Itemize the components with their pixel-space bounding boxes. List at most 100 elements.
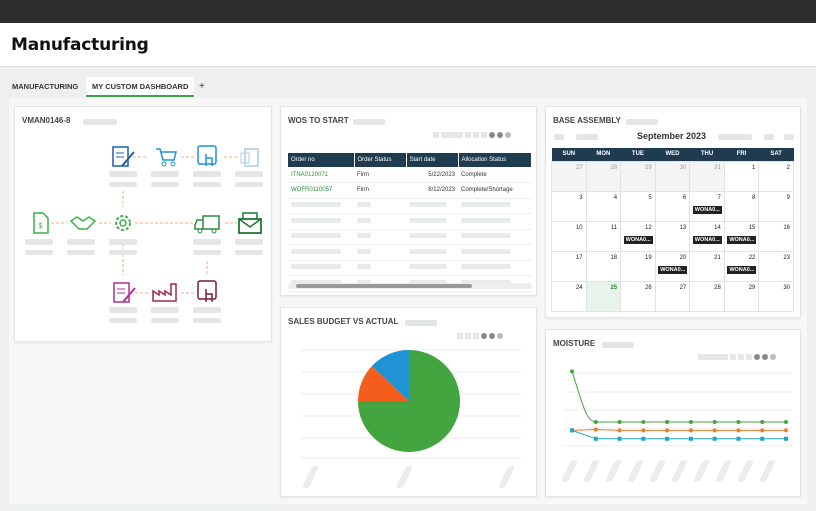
- order-link[interactable]: ITNA0120071: [288, 167, 354, 183]
- calendar-day[interactable]: 10: [551, 220, 587, 252]
- calendar-day[interactable]: 21: [689, 250, 725, 282]
- calendar-day[interactable]: 8: [723, 190, 760, 222]
- card-menu[interactable]: [698, 354, 776, 360]
- data-point[interactable]: [570, 428, 574, 433]
- event-badge[interactable]: WONA0...: [727, 265, 757, 274]
- page-title: Manufacturing: [11, 35, 149, 55]
- calendar-day-with-event[interactable]: 14 WONA0...: [689, 220, 725, 252]
- calendar-day[interactable]: 23: [758, 250, 794, 282]
- data-point[interactable]: [760, 428, 765, 433]
- calendar-day[interactable]: 4: [585, 190, 622, 222]
- data-point[interactable]: [617, 436, 622, 441]
- calendar-day[interactable]: 2: [758, 160, 794, 192]
- wos-card-title: WOS TO START: [288, 116, 349, 125]
- data-point[interactable]: [593, 427, 598, 432]
- data-point[interactable]: [736, 428, 741, 433]
- event-badge[interactable]: WONA0...: [692, 205, 722, 214]
- calendar-day[interactable]: 27: [654, 280, 691, 312]
- data-point[interactable]: [784, 419, 788, 424]
- calendar-day[interactable]: 1: [723, 160, 760, 192]
- data-point[interactable]: [665, 428, 670, 433]
- data-point[interactable]: [760, 436, 765, 441]
- data-point[interactable]: [712, 436, 717, 441]
- data-point[interactable]: [570, 369, 574, 374]
- tab-manufacturing[interactable]: MANUFACTURING: [12, 82, 79, 91]
- process-card[interactable]: VMAN0146-8 $: [14, 106, 272, 342]
- card-menu[interactable]: [457, 333, 503, 339]
- pie-slice-2[interactable]: [371, 350, 409, 401]
- moisture-card[interactable]: MOISTURE: [545, 329, 801, 497]
- data-point[interactable]: [736, 419, 741, 424]
- calendar-day[interactable]: 11: [585, 220, 622, 252]
- order-link[interactable]: WOFR0110057: [288, 182, 354, 199]
- column-header[interactable]: Start date: [406, 153, 459, 167]
- data-point[interactable]: [617, 419, 622, 424]
- calendar-day[interactable]: 26: [620, 280, 656, 312]
- more-dot-icon: [497, 333, 503, 339]
- event-badge[interactable]: WONA0...: [727, 235, 757, 244]
- add-tab-button[interactable]: +: [199, 81, 205, 92]
- calendar-day[interactable]: 5: [620, 190, 656, 222]
- pie-chart[interactable]: [281, 308, 538, 498]
- calendar-day[interactable]: 18: [585, 250, 622, 282]
- data-point[interactable]: [712, 419, 717, 424]
- data-point[interactable]: [617, 428, 622, 433]
- calendar-day-with-event[interactable]: 12 WONA0...: [620, 220, 656, 252]
- data-point[interactable]: [760, 419, 765, 424]
- data-point[interactable]: [641, 428, 646, 433]
- data-point[interactable]: [641, 419, 646, 424]
- calendar-day[interactable]: 27: [551, 160, 587, 192]
- data-point[interactable]: [784, 436, 788, 441]
- column-header[interactable]: Order Status: [354, 153, 407, 167]
- tab-my-custom-dashboard[interactable]: MY CUSTOM DASHBOARD: [86, 77, 195, 97]
- calendar-day[interactable]: 13: [654, 220, 691, 252]
- calendar-day-with-event[interactable]: 20 WONA0...: [654, 250, 691, 282]
- data-point[interactable]: [736, 436, 741, 441]
- calendar-day[interactable]: 24: [551, 280, 587, 312]
- calendar-day[interactable]: 29: [620, 160, 656, 192]
- process-card-title: VMAN0146-8: [22, 116, 71, 125]
- calendar-day[interactable]: 3: [551, 190, 587, 222]
- data-point[interactable]: [593, 436, 598, 441]
- event-badge[interactable]: WONA0...: [658, 265, 688, 274]
- calendar-day[interactable]: 9: [758, 190, 794, 222]
- column-header[interactable]: Order no: [288, 153, 355, 167]
- calendar-day[interactable]: 19: [620, 250, 656, 282]
- sales-budget-card[interactable]: SALES BUDGET VS ACTUAL: [280, 307, 537, 497]
- data-point[interactable]: [712, 428, 717, 433]
- calendar-day[interactable]: 28: [585, 160, 622, 192]
- column-header[interactable]: Allocation Status: [458, 153, 532, 167]
- card-menu[interactable]: [433, 132, 511, 138]
- calendar-day-with-event[interactable]: 15 WONA0...: [723, 220, 760, 252]
- calendar-day[interactable]: 16: [758, 220, 794, 252]
- data-point[interactable]: [665, 436, 670, 441]
- wos-to-start-card[interactable]: WOS TO START Order no Order Status Start…: [280, 106, 537, 296]
- table-cell: Firm: [354, 182, 406, 199]
- data-point[interactable]: [784, 428, 788, 433]
- event-badge[interactable]: WONA0...: [623, 235, 653, 244]
- data-point[interactable]: [593, 419, 598, 424]
- data-point[interactable]: [688, 436, 693, 441]
- data-point[interactable]: [688, 428, 693, 433]
- data-point[interactable]: [665, 419, 670, 424]
- calendar-day[interactable]: 28: [689, 280, 725, 312]
- event-badge[interactable]: WONA0...: [692, 235, 722, 244]
- calendar-day-with-event[interactable]: 7 WONA0...: [689, 190, 725, 222]
- calendar-day[interactable]: 30: [758, 280, 794, 312]
- calendar-day[interactable]: 6: [654, 190, 691, 222]
- pie-slice-1[interactable]: [358, 366, 409, 401]
- calendar-day[interactable]: 29: [723, 280, 760, 312]
- scrollbar-thumb[interactable]: [296, 284, 472, 288]
- calendar-day-today[interactable]: 25: [585, 280, 622, 312]
- data-point[interactable]: [641, 436, 646, 441]
- table-row[interactable]: WOFR0110057 Firm 8/12/2023 Complete/Shor…: [288, 182, 532, 199]
- calendar-day[interactable]: 30: [654, 160, 691, 192]
- table-cell: 8/12/2023: [406, 182, 458, 199]
- calendar-day[interactable]: 31: [689, 160, 725, 192]
- calendar-day[interactable]: 17: [551, 250, 587, 282]
- line-chart[interactable]: [546, 330, 802, 498]
- calendar-day-with-event[interactable]: 22 WONA0...: [723, 250, 760, 282]
- horizontal-scrollbar[interactable]: [288, 283, 532, 289]
- table-row[interactable]: ITNA0120071 Firm 5/22/2023 Complete: [288, 167, 532, 183]
- data-point[interactable]: [688, 419, 693, 424]
